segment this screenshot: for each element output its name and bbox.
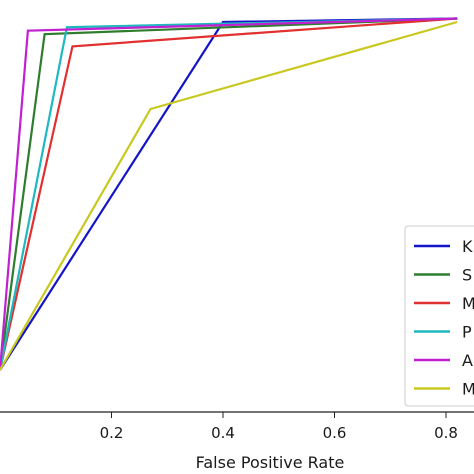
series-line-4 <box>0 17 458 371</box>
legend-label-5: M <box>462 380 474 399</box>
plot-area <box>0 17 458 371</box>
x-tick-label: 0.8 <box>434 424 458 442</box>
legend-label-0: K <box>462 237 473 256</box>
series-line-0 <box>0 17 458 371</box>
legend-label-2: M <box>462 294 474 313</box>
x-tick-label: 0.4 <box>211 424 235 442</box>
x-tick-label: 0.2 <box>100 424 124 442</box>
series-line-1 <box>0 17 458 371</box>
legend-label-3: P <box>462 323 472 342</box>
x-axis-label: False Positive Rate <box>196 453 345 472</box>
x-axis: 0.2 0.4 0.6 0.8 <box>0 411 474 442</box>
x-tick-label: 0.6 <box>323 424 347 442</box>
series-line-3 <box>0 17 458 371</box>
series-line-2 <box>0 17 458 371</box>
legend-label-1: S <box>462 266 472 285</box>
series-line-5 <box>0 20 458 371</box>
legend-label-4: A <box>462 351 473 370</box>
